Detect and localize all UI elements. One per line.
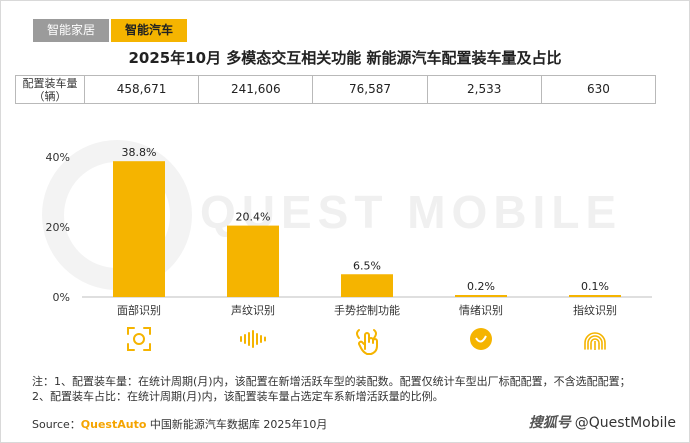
category-label: 情绪识别 — [459, 303, 503, 317]
hand-gesture-icon — [356, 329, 378, 355]
sohu-logo: 搜狐号 — [528, 415, 571, 431]
source-brand: QuestAuto — [80, 418, 147, 431]
category-label: 面部识别 — [117, 303, 161, 317]
source-text: 中国新能源汽车数据库 2025年10月 — [146, 418, 328, 431]
face-scan-icon — [127, 327, 151, 351]
volume-cell: 2,533 — [428, 76, 542, 103]
bar-chart: 0% 20% 40% 38.8% 面部识别 20.4% 声纹识别 6.5% 手势控制功能 0.2%… — [46, 146, 652, 355]
voice-wave-icon — [240, 330, 266, 348]
volume-cell: 241,606 — [199, 76, 314, 103]
volume-cell: 458,671 — [85, 76, 200, 103]
tab-smart-car[interactable]: 智能汽车 — [111, 19, 187, 42]
source-line: Source：QuestAuto 中国新能源汽车数据库 2025年10月 — [32, 416, 327, 432]
bar — [341, 274, 393, 297]
data-label: 0.1% — [581, 280, 609, 293]
category-label: 声纹识别 — [231, 303, 275, 317]
volume-cell: 630 — [586, 82, 610, 96]
volume-table: 配置装车量（辆） 458,671 241,606 76,587 2,533 63… — [15, 75, 656, 104]
footnote-line: 注：1、配置装车量：在统计周期(月)内，该配置在新增活跃车型的装配数。配置仅统计… — [32, 375, 631, 388]
source-prefix: Source： — [32, 418, 81, 431]
category-tabs: 智能家居 智能汽车 — [33, 19, 187, 42]
credit: 搜狐号 @QuestMobile — [529, 412, 676, 432]
y-tick-label: 40% — [46, 151, 70, 164]
bar — [569, 295, 621, 297]
y-tick-label: 0% — [53, 291, 70, 304]
credit-handle: @QuestMobile — [574, 415, 676, 431]
y-tick-label: 20% — [46, 221, 70, 234]
volume-table-header: 配置装车量（辆） — [16, 76, 85, 103]
volume-cell: 76,587 — [313, 76, 428, 103]
footnote-line: 2、配置装车占比：在统计周期(月)内，该配置装车量占选定车系新增活跃量的比例。 — [32, 390, 444, 403]
bar — [455, 295, 507, 297]
data-label: 0.2% — [467, 280, 495, 293]
tab-smart-home[interactable]: 智能家居 — [33, 19, 109, 42]
category-label: 指纹识别 — [573, 303, 617, 317]
data-label: 6.5% — [353, 259, 381, 272]
footnotes: 注：1、配置装车量：在统计周期(月)内，该配置在新增活跃车型的装配数。配置仅统计… — [32, 374, 631, 404]
data-label: 38.8% — [122, 146, 157, 159]
chart-title: 2025年10月 多模态交互相关功能 新能源汽车配置装车量及占比 — [128, 49, 562, 67]
fingerprint-icon — [584, 332, 606, 350]
emotion-icon — [470, 328, 492, 350]
bar — [113, 161, 165, 297]
data-label: 20.4% — [236, 211, 271, 224]
bar — [227, 225, 279, 297]
category-label: 手势控制功能 — [334, 303, 400, 317]
